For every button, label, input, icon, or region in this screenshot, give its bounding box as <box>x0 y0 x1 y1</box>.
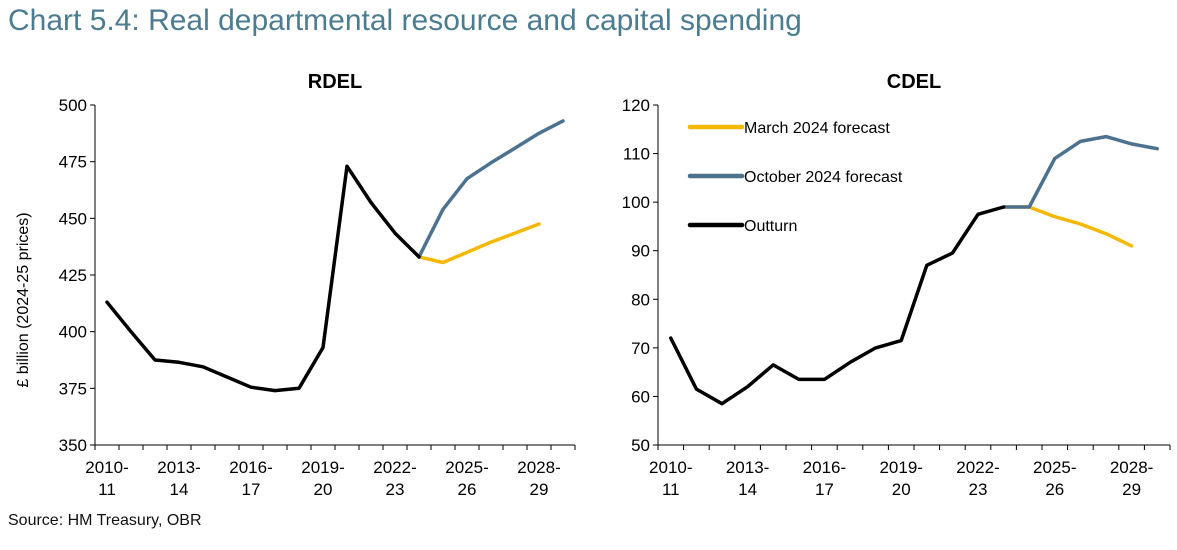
series-line-march <box>417 222 541 265</box>
y-tick-label: 50 <box>631 436 650 455</box>
x-tick-label: 14 <box>738 480 757 499</box>
x-tick-label: 2013- <box>726 458 769 477</box>
y-tick-label: 70 <box>631 339 650 358</box>
legend-label-march: March 2024 forecast <box>744 120 890 137</box>
chart-cdel: CDEL50607080901001101202010-112013-14201… <box>622 71 1171 499</box>
y-tick-label: 90 <box>631 242 650 261</box>
x-tick-label: 23 <box>386 480 405 499</box>
x-tick-label: 11 <box>98 480 116 499</box>
y-tick-label: 425 <box>59 266 87 285</box>
x-tick-label: 26 <box>1045 480 1064 499</box>
series-line-outturn <box>669 205 1006 406</box>
x-tick-label: 20 <box>314 480 333 499</box>
panel-title: CDEL <box>887 71 941 93</box>
y-tick-label: 110 <box>623 145 650 164</box>
x-tick-label: 11 <box>662 480 680 499</box>
page-title: Chart 5.4: Real departmental resource an… <box>8 4 802 37</box>
series-line-outturn <box>105 164 421 393</box>
x-tick-label: 20 <box>892 480 911 499</box>
x-tick-label: 2016- <box>229 458 272 477</box>
chart-rdel: RDEL 350 375 400 425 450 475 500 2010- 11 2013- 14 2… <box>15 71 576 499</box>
x-tick-label: 2010- <box>85 458 128 477</box>
x-tick-label: 17 <box>815 480 834 499</box>
x-tick-label: 26 <box>458 480 477 499</box>
x-tick-label: 2025- <box>445 458 488 477</box>
x-tick-label: 17 <box>242 480 261 499</box>
legend-label-october: October 2024 forecast <box>744 169 903 186</box>
y-tick-label: 100 <box>622 193 650 212</box>
x-tick-label: 2019- <box>301 458 344 477</box>
source-note: Source: HM Treasury, OBR <box>8 512 202 529</box>
y-axis-label: £ billion (2024-25 prices) <box>15 212 32 387</box>
x-tick-label: 29 <box>530 480 549 499</box>
x-tick-label: 2016- <box>803 458 846 477</box>
y-tick-label: 450 <box>59 209 87 228</box>
series-line-march <box>1001 205 1134 248</box>
series-line-october <box>1001 134 1159 209</box>
series-line-october <box>417 119 565 259</box>
x-tick-label: 2028- <box>517 458 560 477</box>
x-tick-label: 2010- <box>649 458 692 477</box>
y-tick-label: 350 <box>59 436 87 455</box>
panel-title: RDEL <box>308 71 362 93</box>
x-tick-label: 14 <box>170 480 189 499</box>
y-tick-label: 60 <box>631 387 650 406</box>
y-tick-label: 500 <box>59 96 87 115</box>
x-tick-label: 29 <box>1122 480 1141 499</box>
y-tick-label: 80 <box>631 290 650 309</box>
x-tick-label: 2028- <box>1110 458 1153 477</box>
y-tick-label: 375 <box>59 379 87 398</box>
y-tick-label: 475 <box>59 153 87 172</box>
x-tick-label: 2022- <box>956 458 999 477</box>
x-tick-label: 2022- <box>373 458 416 477</box>
x-tick-label: 2025- <box>1033 458 1076 477</box>
y-tick-label: 400 <box>59 323 87 342</box>
y-tick-label: 120 <box>622 96 650 115</box>
x-tick-label: 2013- <box>157 458 200 477</box>
legend-label-outturn: Outturn <box>744 218 797 235</box>
x-tick-label: 23 <box>969 480 988 499</box>
x-tick-label: 2019- <box>879 458 922 477</box>
